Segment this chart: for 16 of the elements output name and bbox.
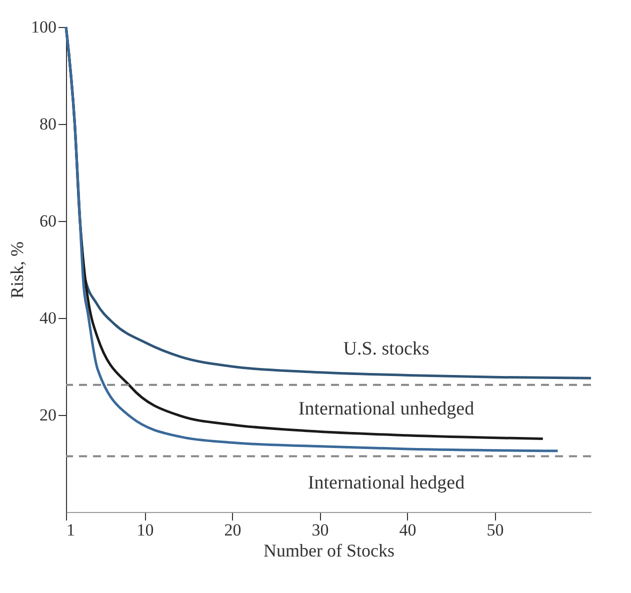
y-tick-label: 40 — [40, 308, 56, 328]
x-tick-label: 1 — [66, 520, 75, 540]
x-tick-label: 20 — [224, 520, 242, 540]
x-axis-title: Number of Stocks — [264, 540, 394, 560]
series-label: International unhedged — [298, 398, 475, 420]
y-axis-title: Risk, % — [7, 241, 27, 299]
y-tick-label: 60 — [40, 212, 56, 230]
series-label: International hedged — [308, 472, 466, 494]
x-tick-label: 40 — [399, 520, 416, 540]
y-tick-label: 100 — [31, 18, 56, 36]
x-tick-label: 50 — [486, 520, 504, 540]
x-tick-label: 30 — [312, 520, 329, 540]
series-label: U.S. stocks — [343, 338, 430, 360]
y-tick-label: 80 — [40, 114, 56, 134]
x-tick-label: 10 — [136, 520, 154, 540]
y-tick-label: 20 — [40, 406, 56, 424]
